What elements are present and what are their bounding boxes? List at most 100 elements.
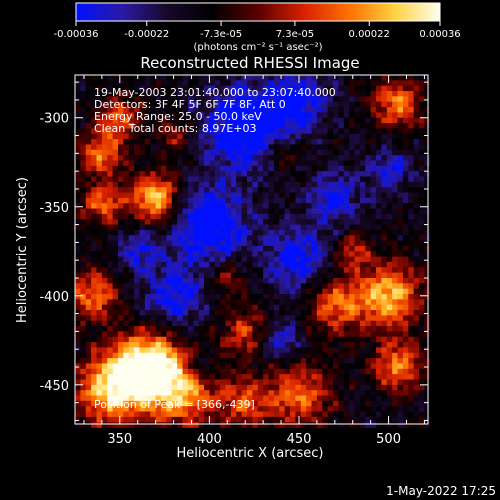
heatmap-cell xyxy=(263,181,269,188)
heatmap-cell xyxy=(252,336,259,343)
heatmap-cell xyxy=(80,133,87,140)
heatmap-cell xyxy=(316,133,323,140)
heatmap-cell xyxy=(139,213,146,220)
heatmap-cell xyxy=(413,288,420,295)
heatmap-cell xyxy=(322,213,328,220)
heatmap-cell xyxy=(161,310,167,316)
heatmap-cell xyxy=(241,277,248,284)
heatmap-cell xyxy=(424,139,431,145)
heatmap-cell xyxy=(166,245,173,252)
heatmap-cell xyxy=(112,304,119,311)
heatmap-cell xyxy=(112,96,119,103)
heatmap-cell xyxy=(193,192,199,199)
heatmap-cell xyxy=(214,107,221,113)
heatmap-cell xyxy=(327,320,334,327)
heatmap-cell xyxy=(284,406,291,412)
heatmap-cell xyxy=(118,294,124,300)
heatmap-cell xyxy=(123,155,130,161)
heatmap-cell xyxy=(123,192,130,199)
heatmap-cell xyxy=(322,85,328,92)
heatmap-cell xyxy=(230,315,237,322)
heatmap-cell xyxy=(139,117,146,124)
heatmap-cell xyxy=(386,336,393,343)
heatmap-cell xyxy=(306,422,312,428)
heatmap-cell xyxy=(279,144,285,151)
heatmap-cell xyxy=(338,123,345,129)
heatmap-cell xyxy=(327,107,334,113)
heatmap-cell xyxy=(424,101,431,108)
heatmap-cell xyxy=(220,320,226,327)
heatmap-cell xyxy=(413,128,420,135)
heatmap-cell xyxy=(187,358,194,364)
heatmap-cell xyxy=(91,320,97,327)
heatmap-cell xyxy=(150,283,156,289)
heatmap-cell xyxy=(365,368,371,375)
heatmap-cell xyxy=(182,155,189,161)
heatmap-cell xyxy=(424,315,431,322)
heatmap-cell xyxy=(290,107,296,113)
footer-date: 1-May-2022 17:25 xyxy=(386,484,496,498)
heatmap-cell xyxy=(402,416,409,423)
heatmap-cell xyxy=(273,75,280,81)
heatmap-cell xyxy=(241,96,248,103)
heatmap-cell xyxy=(96,208,103,215)
heatmap-cell xyxy=(155,320,162,327)
heatmap-cell xyxy=(171,139,178,145)
heatmap-cell xyxy=(230,203,237,209)
heatmap-cell xyxy=(424,374,431,380)
heatmap-cell xyxy=(349,96,355,103)
heatmap-cell xyxy=(273,320,280,327)
heatmap-cell xyxy=(182,144,189,151)
heatmap-cell xyxy=(322,160,328,167)
heatmap-cell xyxy=(198,422,205,428)
heatmap-cell xyxy=(241,128,248,135)
heatmap-cell xyxy=(257,139,264,145)
heatmap-cell xyxy=(220,176,226,183)
heatmap-cell xyxy=(247,267,253,273)
heatmap-cell xyxy=(214,368,221,375)
heatmap-cell xyxy=(376,277,382,284)
heatmap-cell xyxy=(343,112,350,119)
heatmap-cell xyxy=(252,101,259,108)
heatmap-cell xyxy=(263,347,269,354)
heatmap-cell xyxy=(155,331,162,338)
heatmap-cell xyxy=(322,197,328,204)
heatmap-cell xyxy=(204,128,210,135)
heatmap-cell xyxy=(101,395,108,402)
heatmap-cell xyxy=(349,91,355,97)
heatmap-cell xyxy=(284,75,291,81)
heatmap-cell xyxy=(268,240,275,247)
heatmap-cell xyxy=(365,203,371,209)
heatmap-cell xyxy=(150,304,156,311)
heatmap-cell xyxy=(128,251,135,257)
heatmap-cell xyxy=(80,400,87,407)
heatmap-cell xyxy=(408,85,414,92)
heatmap-cell xyxy=(198,112,205,119)
heatmap-cell xyxy=(268,112,275,119)
heatmap-cell xyxy=(144,213,151,220)
heatmap-cell xyxy=(112,133,119,140)
heatmap-cell xyxy=(187,267,194,273)
heatmap-cell xyxy=(107,96,113,103)
heatmap-cell xyxy=(300,128,307,135)
heatmap-cell xyxy=(397,400,404,407)
heatmap-cell xyxy=(392,261,398,268)
heatmap-cell xyxy=(386,203,393,209)
heatmap-cell xyxy=(381,384,388,391)
heatmap-cell xyxy=(424,181,431,188)
heatmap-cell xyxy=(359,272,366,279)
heatmap-cell xyxy=(365,326,371,332)
heatmap-cell xyxy=(96,277,103,284)
heatmap-cell xyxy=(284,192,291,199)
heatmap-cell xyxy=(333,342,339,348)
heatmap-cell xyxy=(161,261,167,268)
heatmap-cell xyxy=(112,400,119,407)
heatmap-cell xyxy=(365,85,371,92)
heatmap-cell xyxy=(268,310,275,316)
heatmap-cell xyxy=(252,326,259,332)
heatmap-cell xyxy=(268,251,275,257)
heatmap-cell xyxy=(322,294,328,300)
heatmap-cell xyxy=(80,208,87,215)
heatmap-cell xyxy=(386,277,393,284)
heatmap-cell xyxy=(150,229,156,236)
